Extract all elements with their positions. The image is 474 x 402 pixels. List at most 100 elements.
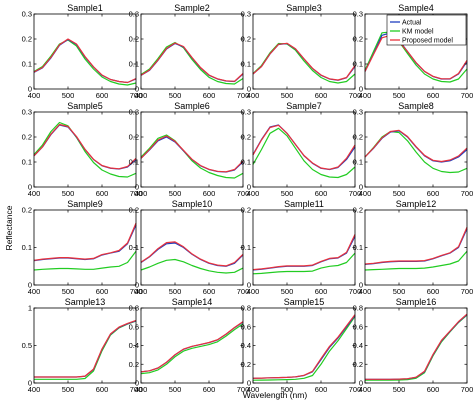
y-tick-label: 0.5: [22, 341, 32, 350]
y-tick-label: 0.2: [241, 360, 251, 369]
x-tick-label: 600: [427, 189, 440, 198]
y-tick-label: 0: [135, 85, 139, 94]
x-tick-label: 500: [62, 91, 75, 100]
axes-box: [364, 209, 468, 286]
y-tick-label: 0.1: [241, 243, 251, 252]
series-line-proposed-model: [34, 319, 137, 378]
y-tick-label: 0.1: [129, 243, 139, 252]
axes-box: [33, 209, 137, 286]
y-tick-label: 0: [28, 281, 32, 290]
series-line-actual: [364, 228, 468, 265]
series-line-km-model: [252, 127, 356, 179]
x-tick-label: 700: [237, 385, 250, 394]
series-line-actual: [34, 320, 137, 378]
series-line-proposed-model: [364, 227, 468, 265]
y-tick-label: 0: [359, 379, 363, 388]
panel-title: Sample4: [398, 3, 434, 13]
x-tick-label: 700: [237, 287, 250, 296]
y-tick-label: 0.1: [129, 158, 139, 167]
panel-title: Sample9: [67, 199, 103, 209]
x-tick-label: 400: [359, 385, 372, 394]
x-tick-label: 700: [461, 91, 474, 100]
y-tick-label: 0.1: [22, 60, 32, 69]
x-tick-label: 700: [349, 189, 362, 198]
x-tick-label: 600: [427, 287, 440, 296]
series-line-actual: [252, 124, 356, 171]
y-tick-label: 0: [247, 281, 251, 290]
y-tick-label: 0.2: [22, 35, 32, 44]
y-tick-label: 0.3: [129, 108, 139, 117]
series-line-proposed-model: [140, 321, 244, 373]
x-tick-label: 600: [427, 91, 440, 100]
axes-box: [364, 307, 468, 384]
y-tick-label: 0: [359, 281, 363, 290]
y-tick-label: 0.2: [22, 206, 32, 215]
x-tick-label: 400: [359, 189, 372, 198]
y-tick-label: 0.6: [129, 322, 139, 331]
y-tick-label: 0.3: [129, 10, 139, 19]
series-line-km-model: [140, 41, 244, 85]
axes-box: [140, 111, 244, 188]
y-tick-label: 0.2: [353, 133, 363, 142]
series-line-proposed-model: [140, 42, 244, 82]
series-line-km-model: [33, 39, 137, 86]
x-tick-label: 400: [28, 385, 41, 394]
series-line-km-model: [364, 130, 468, 174]
x-tick-label: 500: [281, 189, 294, 198]
legend-entry-label: KM model: [402, 28, 434, 35]
panel-title: Sample1: [67, 3, 103, 13]
series-line-km-model: [34, 320, 137, 380]
y-tick-label: 0: [247, 379, 251, 388]
series-line-proposed-model: [252, 42, 356, 81]
x-tick-label: 600: [315, 189, 328, 198]
x-tick-label: 700: [237, 91, 250, 100]
y-tick-label: 0.1: [353, 243, 363, 252]
y-tick-label: 0.1: [22, 158, 32, 167]
series-line-proposed-model: [252, 314, 356, 379]
panel-title: Sample8: [398, 101, 434, 111]
x-tick-label: 400: [28, 287, 41, 296]
y-tick-label: 0.3: [241, 108, 251, 117]
x-tick-label: 400: [135, 91, 148, 100]
panel-title: Sample12: [396, 199, 437, 209]
y-tick-label: 0.2: [22, 133, 32, 142]
series-line-km-model: [364, 250, 468, 271]
y-tick-label: 0.2: [129, 133, 139, 142]
series-line-actual: [33, 38, 137, 84]
series-line-proposed-model: [140, 241, 244, 267]
x-tick-label: 600: [96, 287, 109, 296]
x-tick-label: 700: [461, 385, 474, 394]
x-tick-label: 400: [28, 189, 41, 198]
series-line-km-model: [252, 252, 356, 275]
series-line-km-model: [252, 316, 356, 381]
y-tick-label: 0: [247, 183, 251, 192]
y-tick-label: 0.1: [353, 60, 363, 69]
y-tick-label: 0.4: [353, 341, 363, 350]
axes-box: [33, 13, 137, 90]
x-tick-label: 500: [393, 91, 406, 100]
x-tick-label: 500: [281, 287, 294, 296]
series-line-actual: [33, 224, 137, 262]
y-tick-label: 0.2: [353, 206, 363, 215]
y-tick-label: 0: [28, 85, 32, 94]
x-tick-label: 500: [169, 189, 182, 198]
y-tick-label: 0: [135, 379, 139, 388]
axes-box: [364, 111, 468, 188]
x-tick-label: 600: [427, 385, 440, 394]
axes-box: [252, 307, 356, 384]
y-tick-label: 0.8: [241, 304, 251, 313]
x-tick-label: 600: [96, 91, 109, 100]
series-line-proposed-model: [33, 222, 137, 261]
panel-16: Sample16 400 500 600 700 0 0.2 0.4 0.6 0.8: [353, 297, 474, 394]
y-tick-label: 0.8: [129, 304, 139, 313]
series-line-km-model: [33, 250, 137, 271]
series-line-proposed-model: [365, 313, 468, 380]
y-tick-label: 0.3: [353, 108, 363, 117]
y-tick-label: 0.2: [129, 360, 139, 369]
